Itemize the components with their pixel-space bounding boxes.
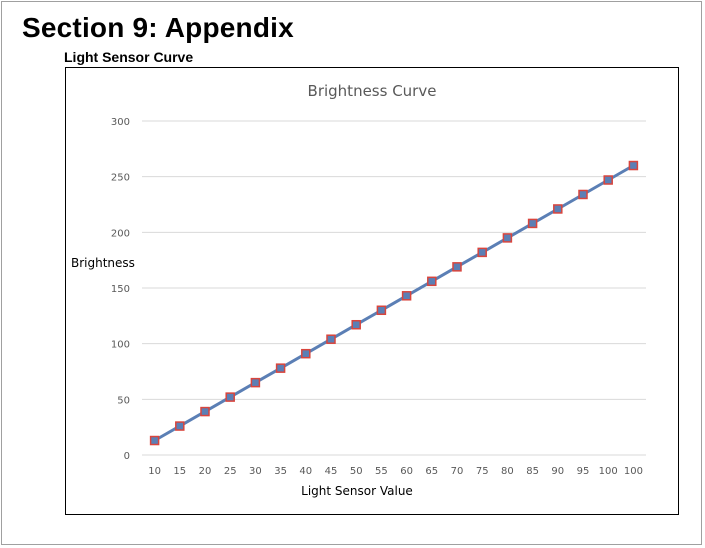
data-point-marker — [149, 435, 160, 446]
y-tick-label: 250 — [111, 173, 130, 184]
x-tick-label: 30 — [249, 466, 262, 477]
x-axis-label: Light Sensor Value — [301, 484, 413, 498]
x-tick-label: 80 — [501, 466, 514, 477]
x-tick-label: 65 — [425, 466, 438, 477]
y-tick-label: 100 — [111, 340, 130, 351]
data-point-marker — [250, 377, 261, 388]
x-tick-label: 35 — [274, 466, 287, 477]
x-tick-label: 95 — [577, 466, 590, 477]
data-point-marker — [553, 204, 563, 214]
data-point-marker — [200, 406, 210, 417]
x-tick-label: 70 — [451, 466, 464, 477]
data-point-marker — [603, 175, 613, 185]
x-tick-label: 100 — [599, 466, 618, 477]
chart-frame: Brightness Curve Brightness Light Sensor… — [65, 67, 679, 515]
y-tick-label: 300 — [111, 117, 130, 128]
x-tick-label: 100 — [624, 466, 643, 477]
x-tick-label: 15 — [173, 466, 186, 477]
chart-subtitle: Light Sensor Curve — [64, 49, 194, 65]
data-point-marker — [275, 363, 286, 373]
x-tick-label: 50 — [350, 466, 363, 477]
data-point-marker — [225, 392, 235, 402]
data-point-marker — [628, 160, 639, 171]
x-tick-label: 60 — [400, 466, 413, 477]
data-point-marker — [452, 262, 462, 272]
data-point-marker — [351, 319, 361, 330]
data-point-marker — [578, 189, 588, 200]
x-tick-label: 75 — [476, 466, 489, 477]
x-tick-label: 20 — [199, 466, 212, 477]
section-title: Section 9: Appendix — [22, 12, 294, 43]
y-tick-label: 150 — [111, 284, 130, 295]
x-tick-label: 45 — [325, 466, 338, 477]
brightness-chart: Brightness Curve Brightness Light Sensor… — [71, 82, 646, 498]
y-tick-label: 0 — [124, 451, 130, 462]
data-point-marker — [527, 218, 538, 229]
data-point-marker — [301, 348, 311, 359]
x-tick-label: 85 — [526, 466, 539, 477]
data-point-marker — [175, 421, 185, 431]
x-tick-label: 25 — [224, 466, 237, 477]
data-point-marker — [477, 247, 487, 258]
data-point-marker — [376, 305, 387, 316]
chart-title: Brightness Curve — [308, 82, 437, 100]
data-point-marker — [502, 233, 513, 243]
y-tick-label: 50 — [117, 395, 130, 406]
y-axis-label: Brightness — [71, 256, 135, 270]
x-tick-label: 40 — [299, 466, 312, 477]
y-tick-label: 200 — [111, 228, 130, 239]
data-point-marker — [427, 276, 437, 287]
data-point-marker — [326, 334, 336, 344]
x-tick-label: 90 — [551, 466, 564, 477]
x-tick-label: 10 — [148, 466, 161, 477]
x-tick-label: 55 — [375, 466, 388, 477]
data-point-marker — [401, 291, 412, 301]
